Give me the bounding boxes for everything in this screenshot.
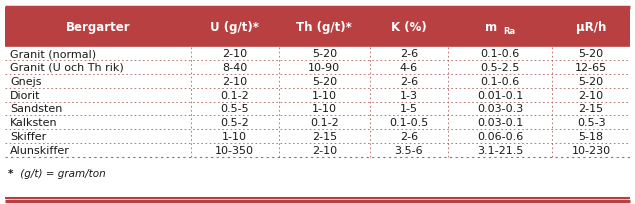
Text: Ra: Ra <box>503 27 515 36</box>
Text: Skiffer: Skiffer <box>10 131 46 141</box>
Text: 1-5: 1-5 <box>399 104 418 114</box>
Text: m: m <box>485 21 497 34</box>
Text: 1-10: 1-10 <box>222 131 247 141</box>
Text: 0.06-0.6: 0.06-0.6 <box>477 131 523 141</box>
Text: 5-20: 5-20 <box>312 76 337 86</box>
Text: Granit (normal): Granit (normal) <box>10 49 97 59</box>
Text: 2-6: 2-6 <box>399 131 418 141</box>
Text: Diorit: Diorit <box>10 90 41 100</box>
Text: 1-3: 1-3 <box>399 90 418 100</box>
Text: Kalksten: Kalksten <box>10 118 58 128</box>
Text: *: * <box>8 169 13 178</box>
Text: 0.1-2: 0.1-2 <box>310 118 338 128</box>
Text: 0.1-0.6: 0.1-0.6 <box>480 49 519 59</box>
Text: 5-18: 5-18 <box>578 131 604 141</box>
Text: Sandsten: Sandsten <box>10 104 62 114</box>
Text: 0.01-0.1: 0.01-0.1 <box>477 90 523 100</box>
Text: (g/t) = gram/ton: (g/t) = gram/ton <box>17 169 105 178</box>
Bar <box>5 102 630 116</box>
Text: 4-6: 4-6 <box>399 63 418 73</box>
Text: 2-15: 2-15 <box>578 104 604 114</box>
Text: 2-6: 2-6 <box>399 76 418 86</box>
Text: U (g/t)*: U (g/t)* <box>210 21 259 34</box>
Text: 2-10: 2-10 <box>578 90 604 100</box>
Bar <box>5 47 630 61</box>
Text: 0.1-2: 0.1-2 <box>220 90 249 100</box>
Text: Granit (U och Th rik): Granit (U och Th rik) <box>10 63 124 73</box>
Text: 3.5-6: 3.5-6 <box>394 145 423 155</box>
Text: 0.5-2: 0.5-2 <box>220 118 249 128</box>
Bar <box>5 74 630 88</box>
Text: 10-230: 10-230 <box>572 145 611 155</box>
Bar <box>5 88 630 102</box>
Text: Gnejs: Gnejs <box>10 76 42 86</box>
Text: 2-10: 2-10 <box>312 145 337 155</box>
Text: 0.1-0.5: 0.1-0.5 <box>389 118 429 128</box>
Text: 2-6: 2-6 <box>399 49 418 59</box>
Text: 5-20: 5-20 <box>578 76 604 86</box>
Text: 3.1-21.5: 3.1-21.5 <box>477 145 523 155</box>
Text: 0.03-0.1: 0.03-0.1 <box>477 118 523 128</box>
Text: 0.03-0.3: 0.03-0.3 <box>477 104 523 114</box>
Text: 0.5-2.5: 0.5-2.5 <box>480 63 519 73</box>
Bar <box>5 61 630 74</box>
Text: Bergarter: Bergarter <box>65 21 130 34</box>
Text: 5-20: 5-20 <box>578 49 604 59</box>
Text: 8-40: 8-40 <box>222 63 248 73</box>
Text: 2-10: 2-10 <box>222 49 247 59</box>
Text: 0.5-5: 0.5-5 <box>220 104 249 114</box>
Bar <box>5 8 630 47</box>
Text: Alunskiffer: Alunskiffer <box>10 145 70 155</box>
Text: 0.5-3: 0.5-3 <box>577 118 605 128</box>
Text: 1-10: 1-10 <box>312 90 337 100</box>
Bar <box>5 143 630 157</box>
Text: 0.1-0.6: 0.1-0.6 <box>480 76 519 86</box>
Text: 5-20: 5-20 <box>312 49 337 59</box>
Text: 1-10: 1-10 <box>312 104 337 114</box>
Text: μR/h: μR/h <box>576 21 606 34</box>
Text: K (%): K (%) <box>391 21 427 34</box>
Text: 10-90: 10-90 <box>308 63 340 73</box>
Text: 10-350: 10-350 <box>215 145 254 155</box>
Bar <box>5 130 630 143</box>
Text: 12-65: 12-65 <box>575 63 607 73</box>
Text: 2-15: 2-15 <box>312 131 337 141</box>
Bar <box>5 116 630 130</box>
Text: 2-10: 2-10 <box>222 76 247 86</box>
Text: Th (g/t)*: Th (g/t)* <box>297 21 352 34</box>
